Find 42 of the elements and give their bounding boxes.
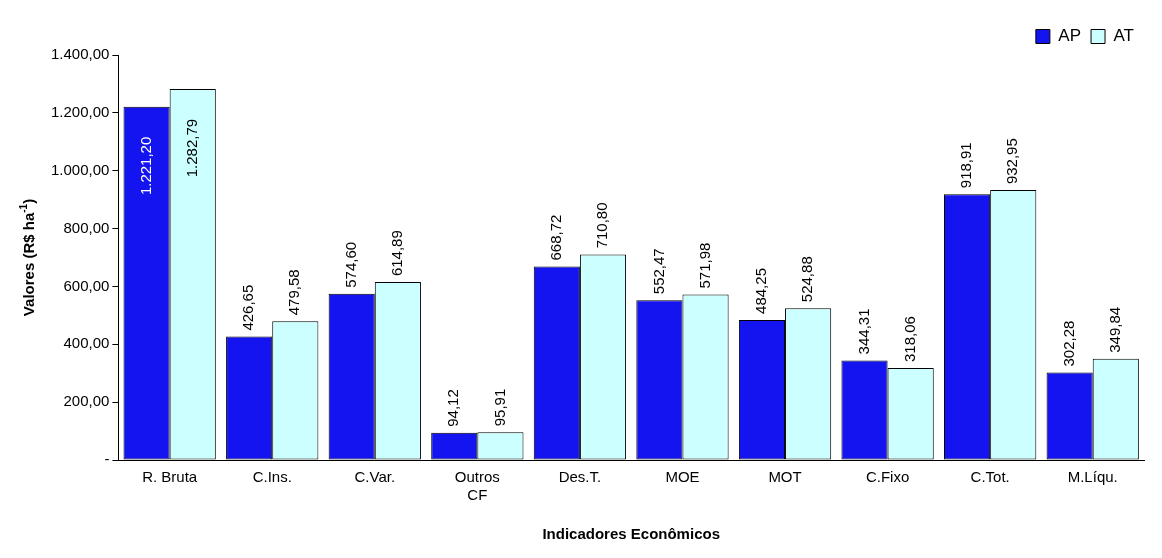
data-label: 479,58 bbox=[285, 269, 303, 316]
data-label: 95,91 bbox=[490, 388, 508, 427]
x-tick-label: M.Líqu. bbox=[1067, 468, 1118, 486]
data-label: 1.221,20 bbox=[136, 136, 154, 196]
data-label: 318,06 bbox=[900, 316, 918, 362]
data-label: 1.282,79 bbox=[182, 118, 200, 178]
legend-label: AP bbox=[1058, 26, 1082, 46]
y-tick-label: 1.000,00 bbox=[51, 160, 110, 178]
y-tick-label: - bbox=[104, 450, 110, 468]
data-label: 932,95 bbox=[1003, 138, 1021, 185]
data-label: 918,91 bbox=[957, 142, 975, 189]
x-tick-label: C.Fixo bbox=[865, 468, 910, 486]
data-label: 524,88 bbox=[798, 256, 816, 303]
data-label: 574,60 bbox=[341, 241, 359, 288]
data-label: 484,25 bbox=[752, 268, 770, 314]
data-label: 710,80 bbox=[593, 202, 611, 249]
y-tick-label: 200,00 bbox=[63, 392, 110, 410]
x-tick-label: C.Ins. bbox=[252, 468, 292, 486]
data-label: 344,31 bbox=[854, 308, 872, 355]
data-label: 94,12 bbox=[444, 389, 462, 427]
y-tick-label: 800,00 bbox=[63, 218, 110, 236]
y-tick-label: 1.400,00 bbox=[51, 45, 110, 63]
x-tick-label: C.Tot. bbox=[970, 468, 1010, 486]
y-tick-label: 600,00 bbox=[63, 276, 110, 294]
x-tick-label: MOE bbox=[665, 468, 700, 486]
x-tick-label: C.Var. bbox=[354, 468, 396, 486]
y-tick-label: 400,00 bbox=[63, 334, 110, 352]
data-label: 668,72 bbox=[546, 214, 564, 261]
legend-label: AT bbox=[1113, 26, 1135, 46]
y-tick-label: 1.200,00 bbox=[51, 103, 110, 120]
data-label: 426,65 bbox=[239, 284, 257, 331]
x-tick-label: Des.T. bbox=[558, 468, 602, 486]
data-label: 302,28 bbox=[1059, 320, 1077, 367]
data-label: 349,84 bbox=[1105, 306, 1123, 353]
data-label: 552,47 bbox=[649, 248, 667, 295]
data-label: 614,89 bbox=[388, 230, 406, 277]
x-tick-label: R. Bruta bbox=[142, 468, 198, 486]
y-axis-title: Valores (R$ ha-1) bbox=[17, 198, 38, 317]
x-axis-title: Indicadores Econômicos bbox=[542, 525, 720, 543]
x-tick-label: MOT bbox=[768, 468, 802, 486]
x-tick-label: Outros CF bbox=[454, 468, 500, 504]
data-label: 571,98 bbox=[695, 242, 713, 289]
